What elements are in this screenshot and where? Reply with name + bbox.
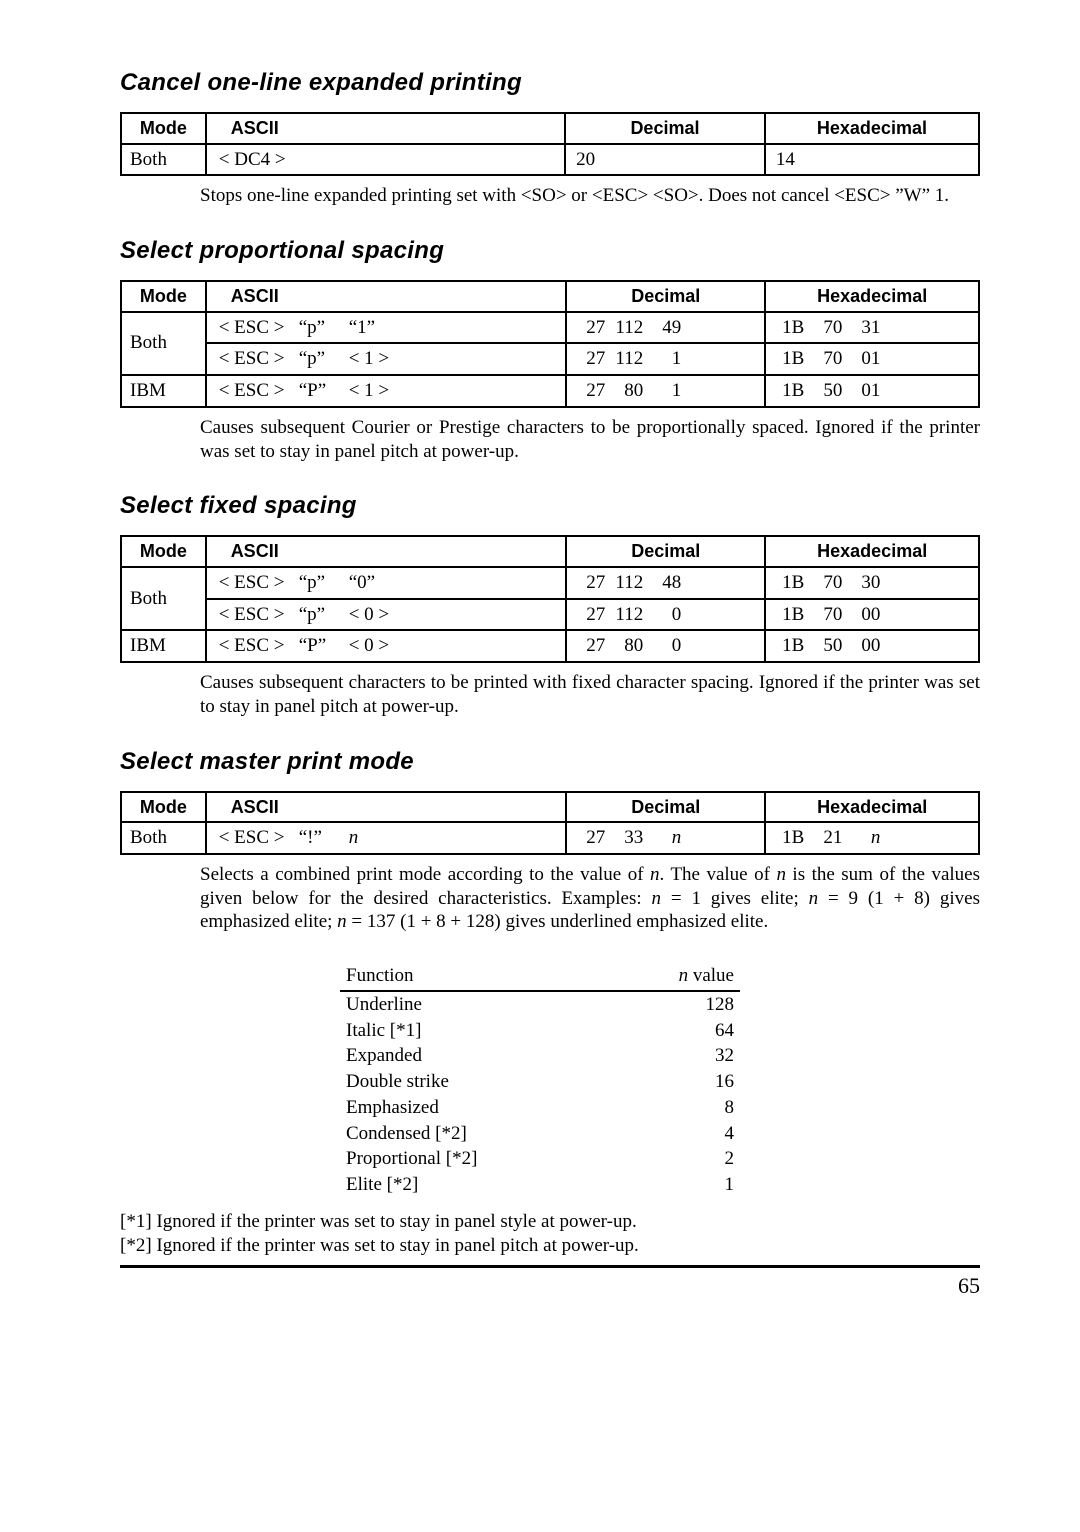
cell-decimal: 27801	[566, 375, 765, 407]
table-row: Both < ESC >“p”“0” 2711248 1B7030	[121, 567, 979, 599]
cell-hex: 1B21n	[765, 822, 979, 854]
cell-mode: Both	[121, 567, 206, 631]
table-row: Both < ESC >“p”“1” 2711249 1B7031	[121, 312, 979, 344]
section2-table: Mode ASCII Decimal Hexadecimal Both < ES…	[120, 280, 980, 408]
col-ascii: ASCII	[206, 536, 567, 567]
cell-hex: 1B7031	[765, 312, 979, 344]
col-decimal: Decimal	[566, 792, 765, 823]
section4-desc: Selects a combined print mode according …	[200, 863, 980, 934]
cell-ascii: < ESC >“p”“1”	[206, 312, 567, 344]
cell-mode: Both	[121, 822, 206, 854]
table-row: < ESC >“p”< 1 > 271121 1B7001	[121, 343, 979, 375]
section1-desc: Stops one-line expanded printing set wit…	[200, 184, 980, 208]
cell-decimal: 20	[565, 144, 765, 176]
cell-mode: IBM	[121, 375, 206, 407]
section4-table: Mode ASCII Decimal Hexadecimal Both < ES…	[120, 791, 980, 855]
table-row: Both < DC4 > 20 14	[121, 144, 979, 176]
col-hex: Hexadecimal	[765, 792, 979, 823]
nvalue-row: Italic [*1]64	[340, 1018, 740, 1044]
cell-ascii: < ESC >“p”< 1 >	[206, 343, 567, 375]
page-number: 65	[120, 1272, 980, 1300]
section4-title: Select master print mode	[120, 747, 980, 777]
section1-table: Mode ASCII Decimal Hexadecimal Both < DC…	[120, 112, 980, 176]
section1-title: Cancel one-line expanded printing	[120, 68, 980, 98]
nvalue-row: Proportional [*2]2	[340, 1146, 740, 1172]
cell-mode: IBM	[121, 630, 206, 662]
cell-ascii: < ESC >“P”< 1 >	[206, 375, 567, 407]
cell-decimal: 27800	[566, 630, 765, 662]
cell-ascii: < ESC >“p”“0”	[206, 567, 567, 599]
section3-table: Mode ASCII Decimal Hexadecimal Both < ES…	[120, 535, 980, 663]
cell-ascii: < DC4 >	[206, 144, 565, 176]
nvalue-val-header: n value	[612, 962, 740, 991]
footnote-2: [*2] Ignored if the printer was set to s…	[120, 1234, 980, 1258]
cell-mode: Both	[121, 144, 206, 176]
table-row: IBM < ESC >“P”< 0 > 27800 1B5000	[121, 630, 979, 662]
col-hex: Hexadecimal	[765, 281, 979, 312]
cell-hex: 1B7030	[765, 567, 979, 599]
cell-decimal: 2711248	[566, 567, 765, 599]
section2-title: Select proportional spacing	[120, 236, 980, 266]
col-hex: Hexadecimal	[765, 536, 979, 567]
page-rule	[120, 1265, 980, 1268]
section2-desc: Causes subsequent Courier or Prestige ch…	[200, 416, 980, 464]
cell-mode: Both	[121, 312, 206, 376]
table-row: IBM < ESC >“P”< 1 > 27801 1B5001	[121, 375, 979, 407]
cell-decimal: 2733n	[566, 822, 765, 854]
cell-ascii: < ESC >“p”< 0 >	[206, 599, 567, 631]
col-decimal: Decimal	[565, 113, 765, 144]
cell-decimal: 2711249	[566, 312, 765, 344]
cell-decimal: 271121	[566, 343, 765, 375]
col-mode: Mode	[121, 113, 206, 144]
col-mode: Mode	[121, 792, 206, 823]
table-row: Both < ESC >“!”n 2733n 1B21n	[121, 822, 979, 854]
footnotes: [*1] Ignored if the printer was set to s…	[120, 1210, 980, 1258]
footnote-1: [*1] Ignored if the printer was set to s…	[120, 1210, 980, 1234]
col-decimal: Decimal	[566, 281, 765, 312]
cell-hex: 1B5000	[765, 630, 979, 662]
cell-ascii: < ESC >“P”< 0 >	[206, 630, 567, 662]
nvalue-row: Elite [*2]1	[340, 1172, 740, 1198]
col-ascii: ASCII	[206, 281, 567, 312]
cell-hex: 1B5001	[765, 375, 979, 407]
cell-ascii: < ESC >“!”n	[206, 822, 567, 854]
cell-decimal: 271120	[566, 599, 765, 631]
nvalue-row: Expanded32	[340, 1043, 740, 1069]
col-ascii: ASCII	[206, 792, 567, 823]
col-decimal: Decimal	[566, 536, 765, 567]
col-hex: Hexadecimal	[765, 113, 979, 144]
table-row: < ESC >“p”< 0 > 271120 1B7000	[121, 599, 979, 631]
col-ascii: ASCII	[206, 113, 565, 144]
section3-desc: Causes subsequent characters to be print…	[200, 671, 980, 719]
cell-hex: 14	[765, 144, 979, 176]
cell-hex: 1B7000	[765, 599, 979, 631]
nvalue-row: Condensed [*2]4	[340, 1121, 740, 1147]
col-mode: Mode	[121, 281, 206, 312]
nvalue-row: Emphasized8	[340, 1095, 740, 1121]
nvalue-row: Underline128	[340, 992, 740, 1018]
nvalue-func-header: Function	[340, 962, 612, 991]
col-mode: Mode	[121, 536, 206, 567]
nvalue-row: Double strike16	[340, 1069, 740, 1095]
cell-hex: 1B7001	[765, 343, 979, 375]
nvalue-table: Function n value Underline128 Italic [*1…	[340, 962, 740, 1198]
section3-title: Select fixed spacing	[120, 491, 980, 521]
